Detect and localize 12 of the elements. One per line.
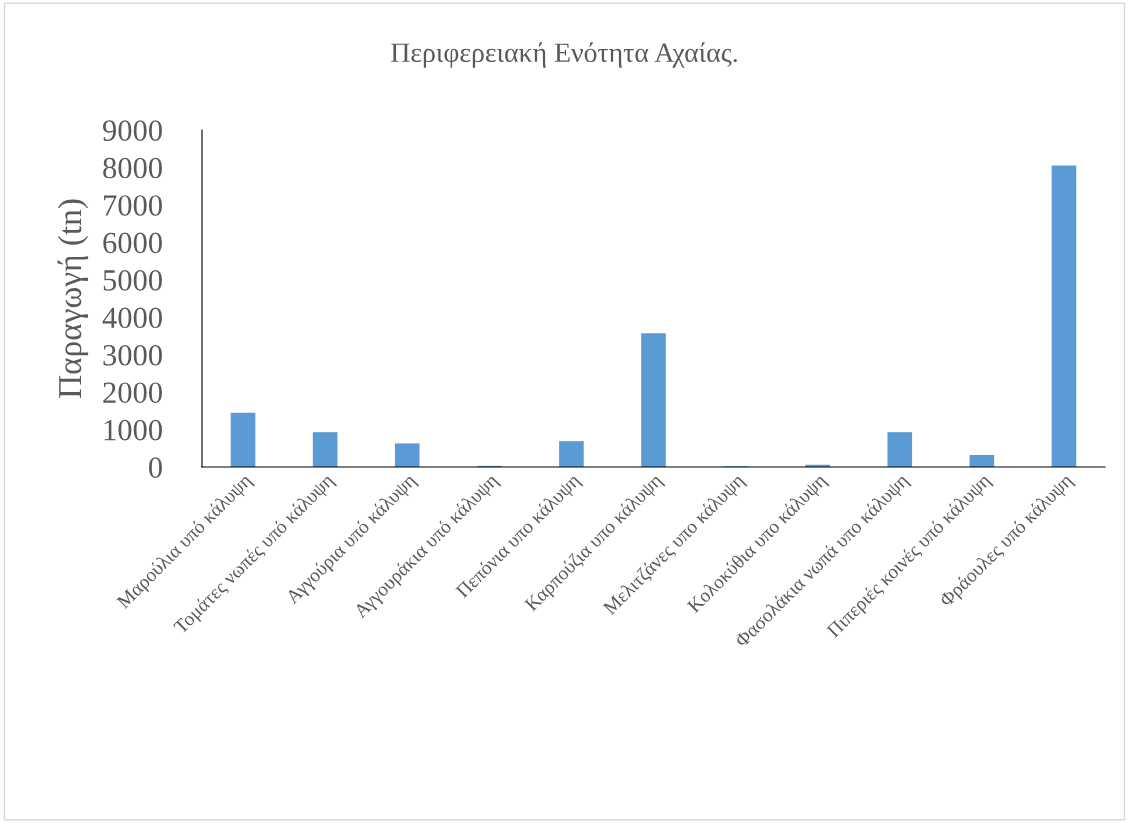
y-tick-label: 5000: [103, 270, 162, 291]
y-tick-label: 6000: [103, 232, 162, 254]
chart-title: Περιφερειακή Ενότητα Αχαίας.: [391, 42, 737, 68]
y-tick-label: 3000: [103, 344, 162, 366]
y-tick-label: 2000: [103, 382, 162, 404]
y-tick-label: 9000: [102, 120, 162, 141]
y-tick-label: 8000: [103, 157, 162, 179]
y-tick-label: 4000: [102, 307, 162, 329]
y-tick-label: 7000: [104, 195, 162, 216]
y-tick-label: 1000: [104, 419, 162, 441]
y-axis-title: Παραγωγή (tn): [57, 199, 89, 399]
y-tick-label: 0: [149, 457, 162, 478]
